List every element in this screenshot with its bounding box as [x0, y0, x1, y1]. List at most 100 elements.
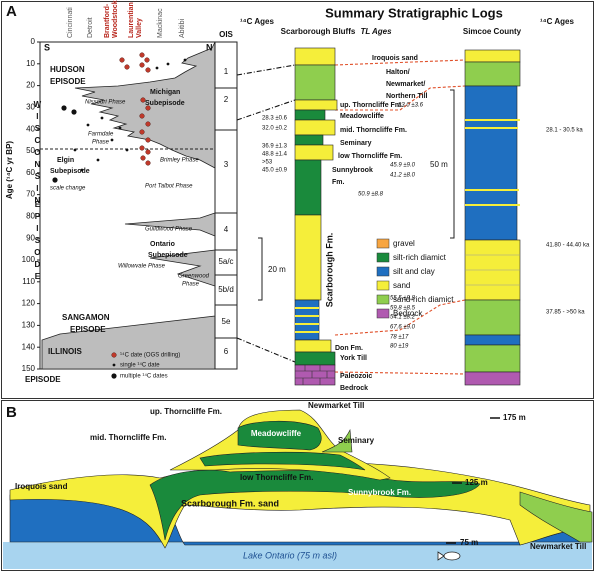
tl-age: 54.1 ±8.2: [390, 315, 416, 321]
unit-label: up. Thorncliffe Fm.: [340, 102, 403, 109]
age-tick-label: 140: [22, 342, 36, 351]
unit-label: Sunnybrook Fm.: [348, 488, 411, 497]
scale-label: 20 m: [268, 265, 286, 274]
tl-age: 67.6 ±9.0: [390, 325, 416, 331]
elevation-label: 175 m: [503, 413, 526, 422]
unit-label: Scarborough Fm.: [324, 233, 334, 308]
tl-age: 78 ±17: [390, 335, 409, 341]
episode-label: Subepisode: [148, 252, 188, 259]
south-label: S: [44, 42, 50, 52]
site-name: Laurentian: [128, 2, 135, 38]
panel-label: B: [6, 404, 17, 421]
episode-label: WISCONSIN: [33, 100, 42, 208]
age-tick-label: 120: [22, 299, 36, 308]
age-tick-label: 40: [26, 124, 35, 133]
axis-title: Age (¹⁴C yr BP): [5, 141, 14, 200]
unit-label: Newmarket Till: [530, 542, 586, 551]
simcoe-age: 41.80 - 44.40 ka: [546, 243, 590, 249]
ice-extent: [41, 41, 216, 370]
episode-label: EPISODE: [50, 77, 86, 86]
c14-dots: [119, 52, 151, 166]
phase-label: Willowvale Phase: [118, 264, 166, 270]
age-tick-label: 20: [26, 81, 35, 90]
age-tick-label: 10: [26, 59, 35, 68]
phase-label: Brimley Phase: [160, 158, 199, 164]
unit-label: Scarborough Fm. sand: [181, 498, 279, 508]
episode-label: ILLINOIS: [48, 347, 82, 356]
lake-label: Lake Ontario (75 m asl): [243, 550, 337, 560]
unit-label: Seminary: [340, 140, 372, 147]
unit-label: Iroquois sand: [372, 55, 418, 62]
tl-age: 41.2 ±8.0: [390, 173, 416, 179]
site-name: Valley: [136, 18, 143, 38]
ois-label: 5a/c: [218, 257, 233, 266]
ois-title: OIS: [219, 30, 233, 39]
elevation-label: 75 m: [460, 538, 478, 547]
unit-label: Newmarket/: [386, 81, 425, 88]
unit-label: Bedrock: [340, 385, 368, 392]
elevation-ticks: [446, 417, 500, 544]
age-tick-label: 130: [22, 321, 36, 330]
north-label: N: [206, 42, 213, 52]
unit-label: low Thorncliffe Fm.: [338, 153, 402, 160]
column-header: ¹⁴C Ages: [240, 17, 274, 26]
unit-label: mid. Thorncliffe Fm.: [340, 127, 407, 134]
site-name: Brantford-: [104, 3, 111, 38]
age-tick-label: 90: [26, 233, 35, 242]
ois-label: 2: [224, 95, 229, 104]
age-tick-label: 60: [26, 168, 35, 177]
age-tick-label: 100: [22, 255, 36, 264]
ois-column: [214, 41, 238, 370]
site-name: Woodstock: [112, 0, 119, 38]
unit-label: York Till: [340, 355, 367, 362]
simcoe-age: 37.85 - >50 ka: [546, 310, 585, 316]
age-tick-label: 0: [31, 37, 36, 46]
ois-label: 1: [224, 67, 229, 76]
c14-age: 28.3 ±0.6: [262, 116, 288, 122]
unit-label: Paleozoic: [340, 373, 372, 380]
episode-label: EPISODE: [25, 375, 61, 384]
unit-label: Newmarket Till: [308, 401, 364, 410]
age-tick-label: 150: [22, 364, 36, 373]
legend-label: silt and clay: [393, 267, 435, 276]
simcoe-log: [464, 49, 521, 386]
column-header: Scarborough Bluffs: [281, 27, 356, 36]
unit-label: Halton/: [386, 69, 410, 76]
tl-age: 23.0 ±3.6: [397, 103, 424, 109]
episode-label: Michigan: [150, 89, 180, 96]
logs-legend: [376, 238, 390, 319]
fish-icon: [437, 551, 461, 561]
tl-age: 45.9 ±9.0: [390, 163, 416, 169]
legend-dot-multiple: [111, 373, 117, 379]
single-dates: [52, 58, 187, 183]
legend-label: single ¹⁴C date: [120, 362, 160, 369]
phase-label: Phase: [182, 282, 200, 288]
bluffs-log: [294, 47, 338, 386]
legend-label: gravel: [393, 239, 415, 248]
panel-label: A: [6, 3, 17, 20]
legend-label: multiple ¹⁴C dates: [120, 373, 168, 380]
unit-label: Meadowcliffe: [340, 113, 384, 120]
legend-label: ¹⁴C date (OGS drilling): [120, 352, 180, 359]
legend-label: sand-rich diamict: [393, 295, 454, 304]
ois-label: 3: [224, 160, 229, 169]
scale-bars: [258, 89, 455, 301]
episode-label: Subepisode: [145, 100, 185, 107]
c14-age: >53: [262, 160, 273, 166]
simcoe-age: 28.1 - 30.5 ka: [546, 128, 583, 134]
ois-label: 4: [224, 225, 229, 234]
phase-label: Farmdale: [88, 132, 114, 138]
phase-label: Greenwood: [178, 274, 210, 280]
age-tick-label: 30: [26, 103, 35, 112]
c14-age: 48.8 ±1.4: [262, 152, 288, 158]
elevation-label: 125 m: [465, 478, 488, 487]
legend-label: silt-rich diamict: [393, 253, 447, 262]
phase-label: Guildwood Phase: [145, 227, 193, 233]
ois-label: 5e: [222, 317, 231, 326]
unit-label: up. Thorncliffe Fm.: [150, 407, 222, 416]
site-name: Detroit: [87, 17, 94, 38]
ois-label: 6: [224, 347, 229, 356]
site-name: Cincinnati: [67, 7, 74, 38]
unit-label: Iroquois sand: [15, 482, 68, 491]
